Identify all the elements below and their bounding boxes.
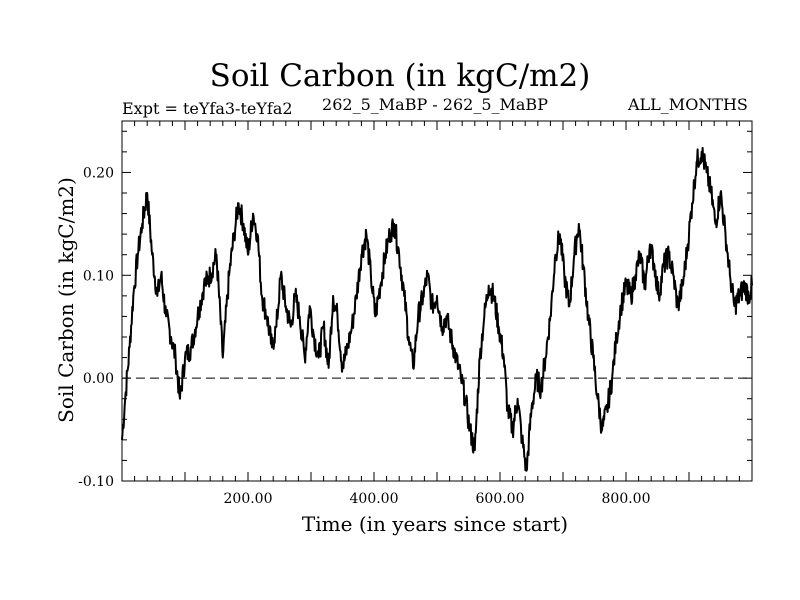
axis-tick-labels: 200.00 400.00 600.00 800.00 -0.10 0.00 0.10 0.2… (78, 165, 650, 507)
x-tick-label: 800.00 (602, 491, 651, 507)
y-tick-label: 0.10 (83, 268, 114, 284)
x-tick-label: 600.00 (476, 491, 525, 507)
period-label: 262_5_MaBP - 262_5_MaBP (322, 95, 548, 114)
experiment-label: Expt = teYfa3-teYfa2 (122, 99, 293, 118)
months-label: ALL_MONTHS (628, 95, 748, 114)
soil-carbon-line (121, 146, 753, 472)
y-tick-label: 0.20 (83, 165, 114, 181)
y-tick-label: 0.00 (83, 371, 114, 387)
x-tick-label: 400.00 (350, 491, 399, 507)
x-axis-label: Time (in years since start) (301, 512, 569, 536)
x-tick-label: 200.00 (224, 491, 273, 507)
y-tick-label: -0.10 (78, 474, 114, 490)
chart-title: Soil Carbon (in kgC/m2) (209, 58, 591, 94)
